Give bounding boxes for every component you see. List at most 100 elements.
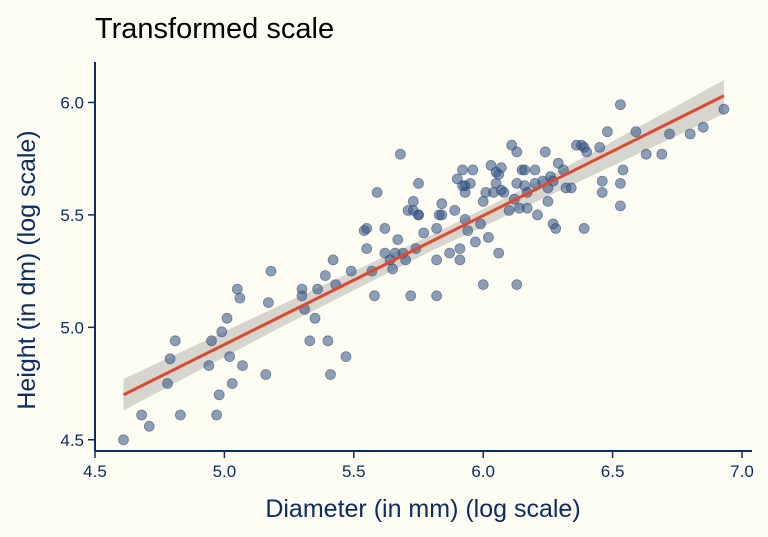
data-point: [164, 353, 176, 365]
data-point: [697, 121, 709, 133]
data-point: [143, 420, 155, 432]
data-point: [309, 312, 321, 324]
data-point: [296, 290, 308, 302]
data-point: [221, 312, 233, 324]
x-tick-label: 6.5: [601, 462, 625, 481]
data-point: [477, 195, 489, 207]
data-point: [656, 148, 668, 160]
data-point: [136, 409, 148, 421]
data-point: [596, 175, 608, 187]
data-point: [581, 146, 593, 158]
chart-title: Transformed scale: [95, 13, 334, 45]
x-axis-ticks: 4.5 5.0 5.5 6.0 6.5 7.0: [83, 451, 754, 481]
data-point: [174, 409, 186, 421]
data-point: [539, 146, 551, 158]
data-point: [454, 243, 466, 255]
data-point: [325, 369, 336, 380]
data-point: [464, 177, 476, 189]
data-point: [260, 369, 272, 380]
data-point: [413, 209, 424, 221]
data-point: [234, 292, 246, 304]
x-tick-label: 5.5: [342, 462, 366, 481]
data-point: [529, 164, 541, 176]
data-point: [405, 290, 417, 302]
data-point: [615, 177, 626, 189]
data-point: [519, 164, 530, 176]
data-point: [319, 270, 331, 282]
x-tick-label: 6.0: [471, 462, 495, 481]
data-point: [327, 254, 339, 266]
y-tick-label: 5.0: [60, 318, 84, 337]
y-axis-ticks: 4.5 5.0 5.5 6.0: [60, 93, 95, 450]
data-point: [493, 247, 505, 259]
data-point: [394, 148, 406, 160]
data-point: [630, 126, 642, 138]
data-point: [594, 141, 606, 153]
data-point: [265, 265, 277, 277]
data-point: [431, 290, 443, 302]
data-point: [565, 182, 577, 194]
data-point: [640, 148, 652, 160]
data-point: [449, 204, 461, 216]
data-point: [387, 263, 399, 275]
data-point: [224, 351, 236, 363]
data-point: [454, 254, 466, 266]
data-point: [206, 335, 217, 347]
data-point: [304, 335, 316, 347]
data-point: [459, 186, 471, 198]
data-point: [436, 198, 448, 210]
data-point: [407, 195, 419, 207]
data-point: [542, 195, 554, 207]
data-point: [477, 279, 489, 291]
data-point: [262, 297, 274, 309]
data-point: [550, 222, 562, 234]
data-point: [615, 99, 626, 111]
data-point: [431, 222, 443, 234]
data-point: [482, 231, 494, 243]
y-tick-label: 6.0: [60, 93, 84, 112]
data-point: [371, 186, 383, 198]
data-point: [237, 360, 248, 372]
data-point: [578, 222, 590, 234]
data-point: [521, 202, 533, 214]
y-tick-label: 4.5: [60, 431, 84, 450]
trend-line-layer: [122, 94, 725, 397]
data-point: [495, 162, 507, 174]
data-point: [379, 222, 391, 234]
data-point: [511, 279, 523, 291]
data-point: [361, 243, 373, 255]
data-point: [617, 164, 629, 176]
data-point: [596, 186, 608, 198]
data-point: [615, 200, 626, 212]
data-point: [231, 283, 243, 295]
y-axis-label: Height (in dm) (log scale): [13, 130, 41, 409]
x-axis-label: Diameter (in mm) (log scale): [265, 495, 580, 523]
data-point: [467, 164, 479, 176]
x-tick-label: 7.0: [730, 462, 754, 481]
data-point: [169, 335, 181, 347]
data-point: [312, 283, 324, 295]
data-point: [503, 204, 515, 216]
data-point: [475, 218, 487, 230]
data-point: [664, 128, 675, 140]
data-point: [469, 236, 481, 248]
data-point: [457, 164, 468, 176]
trend-line: [122, 94, 725, 397]
data-point: [444, 247, 456, 259]
data-point: [436, 209, 448, 221]
y-tick-label: 5.5: [60, 206, 84, 225]
data-point: [511, 146, 523, 158]
data-point: [216, 326, 228, 338]
data-point: [431, 254, 443, 266]
data-point: [532, 209, 543, 221]
data-point: [602, 126, 613, 138]
data-point: [369, 290, 380, 302]
data-point: [361, 222, 373, 234]
data-point: [118, 434, 129, 446]
data-point: [162, 378, 173, 389]
data-point: [203, 360, 215, 372]
data-point: [345, 265, 357, 277]
data-point: [684, 128, 696, 140]
points-layer: [118, 99, 730, 446]
